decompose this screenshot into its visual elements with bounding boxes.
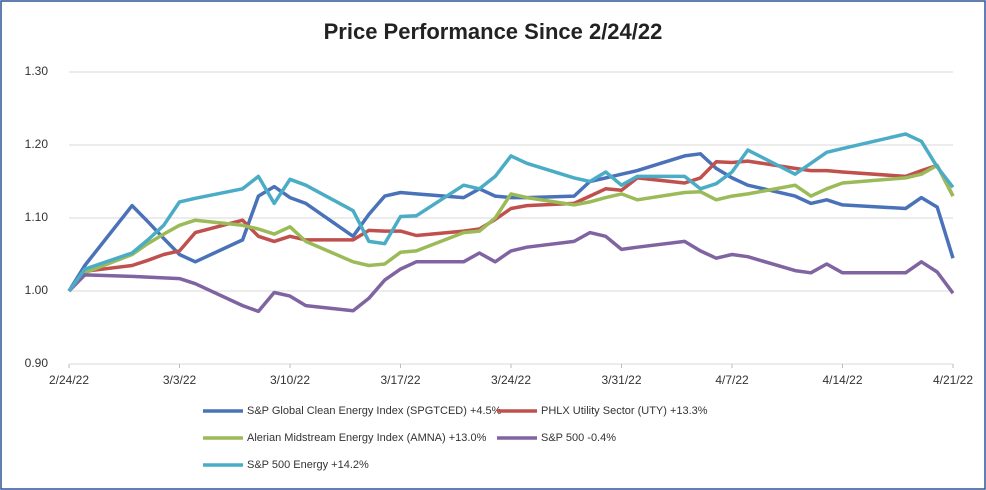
x-tick-label: 4/7/22 xyxy=(715,373,749,387)
y-tick-label: 1.20 xyxy=(25,137,49,151)
legend-label: S&P 500 Energy +14.2% xyxy=(247,459,369,471)
series-line xyxy=(67,163,955,293)
legend-label: Alerian Midstream Energy Index (AMNA) +1… xyxy=(247,432,487,444)
y-tick-label: 1.10 xyxy=(25,210,49,224)
series-line xyxy=(67,132,955,293)
series-line xyxy=(67,152,955,292)
y-tick-label: 1.30 xyxy=(25,64,49,78)
y-tick-label: 0.90 xyxy=(25,356,49,370)
x-tick-label: 3/31/22 xyxy=(601,373,641,387)
x-tick-label: 4/21/22 xyxy=(933,373,973,387)
x-tick-label: 3/24/22 xyxy=(491,373,531,387)
x-tick-label: 2/24/22 xyxy=(49,373,89,387)
y-tick-label: 1.00 xyxy=(25,283,49,297)
legend-label: S&P Global Clean Energy Index (SPGTCED) … xyxy=(247,405,502,417)
x-tick-label: 3/17/22 xyxy=(380,373,420,387)
legend-label: PHLX Utility Sector (UTY) +13.3% xyxy=(541,405,708,417)
x-tick-label: 3/3/22 xyxy=(163,373,197,387)
chart-title: Price Performance Since 2/24/22 xyxy=(324,19,663,44)
legend-label: S&P 500 -0.4% xyxy=(541,432,616,444)
x-tick-label: 4/14/22 xyxy=(822,373,862,387)
x-tick-label: 3/10/22 xyxy=(270,373,310,387)
series-line xyxy=(67,230,955,314)
